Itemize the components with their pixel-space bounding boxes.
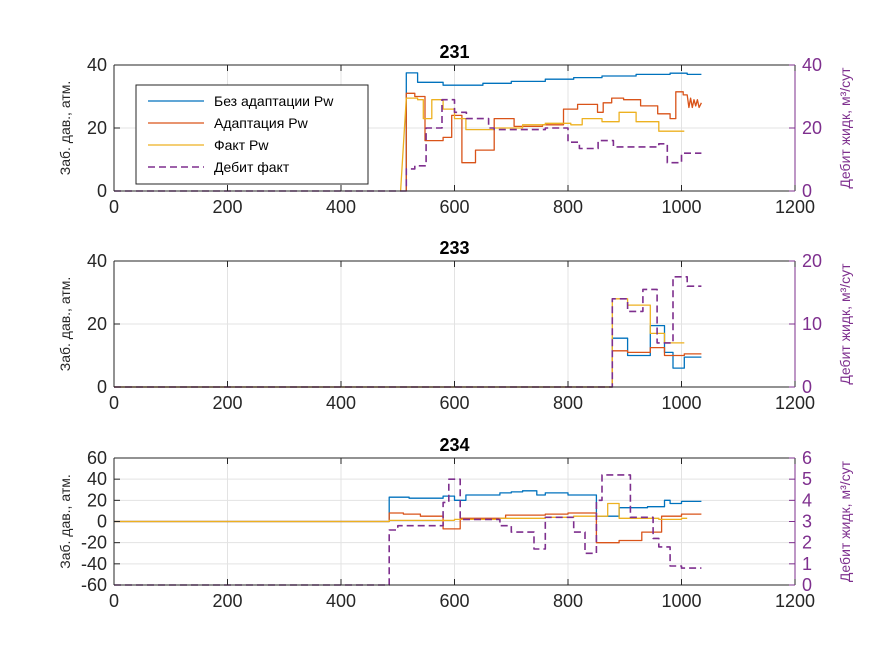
x-tick-label: 200: [212, 197, 242, 217]
y-axis-label-right: Дебит жидк, м³/сут: [837, 460, 853, 582]
x-tick-label: 0: [109, 393, 119, 413]
y-tick-label-right: 4: [802, 490, 812, 510]
y-tick-label-right: 2: [802, 533, 812, 553]
y-tick-label-right: 1: [802, 554, 812, 574]
y-axis-label-right: Дебит жидк, м³/сут: [837, 263, 853, 385]
y-tick-label-left: 60: [87, 448, 107, 468]
y-tick-label-left: 0: [97, 512, 107, 532]
x-tick-label: 600: [439, 197, 469, 217]
legend-label: Адаптация Pw: [214, 115, 309, 131]
y-axis-label-left: Заб. дав., атм.: [57, 277, 73, 372]
x-tick-label: 1000: [661, 591, 701, 611]
x-tick-label: 200: [212, 591, 242, 611]
legend-label: Факт Pw: [214, 137, 269, 153]
y-tick-label-left: 40: [87, 55, 107, 75]
chart-panel-234: 0 200 400 600 800 1000 1200-60-40-200204060012…: [57, 435, 853, 611]
y-axis-label-right: Дебит жидк, м³/сут: [837, 67, 853, 189]
y-axis-label-left: Заб. дав., атм.: [57, 81, 73, 176]
x-tick-label: 1200: [775, 393, 815, 413]
x-tick-label: 400: [326, 393, 356, 413]
y-tick-label-right: 0: [802, 575, 812, 595]
series-line-0: [114, 490, 702, 523]
x-tick-label: 800: [553, 197, 583, 217]
y-tick-label-right: 0: [802, 181, 812, 201]
y-tick-label-right: 6: [802, 448, 812, 468]
y-tick-label-left: 40: [87, 251, 107, 271]
chart-title: 231: [439, 42, 469, 62]
y-tick-label-left: -40: [81, 554, 107, 574]
x-tick-label: 400: [326, 197, 356, 217]
y-tick-label-right: 40: [802, 55, 822, 75]
y-tick-label-left: 20: [87, 314, 107, 334]
series-line-0: [114, 324, 702, 388]
x-tick-label: 1000: [661, 393, 701, 413]
series-line-3: [114, 98, 702, 192]
x-tick-label: 1200: [775, 197, 815, 217]
x-tick-label: 0: [109, 591, 119, 611]
x-tick-label: 800: [553, 591, 583, 611]
y-axis-label-left: Заб. дав., атм.: [57, 474, 73, 569]
chart-title: 234: [439, 435, 469, 455]
y-tick-label-left: 40: [87, 469, 107, 489]
x-tick-label: 0: [109, 197, 119, 217]
x-tick-label: 200: [212, 393, 242, 413]
x-tick-label: 800: [553, 393, 583, 413]
legend: Без адаптации Pw Адаптация Pw Факт Pw Дебит…: [135, 84, 369, 185]
x-tick-label: 600: [439, 591, 469, 611]
legend-label: Без адаптации Pw: [214, 93, 334, 109]
series-line-2: [399, 97, 685, 192]
y-tick-label-right: 20: [802, 251, 822, 271]
y-tick-label-left: 0: [97, 181, 107, 201]
series-line-1: [405, 91, 702, 191]
series-line-3: [114, 474, 702, 586]
y-tick-label-left: 20: [87, 118, 107, 138]
series-line-1: [114, 512, 702, 544]
y-tick-label-right: 5: [802, 469, 812, 489]
y-tick-label-left: -60: [81, 575, 107, 595]
x-tick-label: 1000: [661, 197, 701, 217]
y-tick-label-right: 10: [802, 314, 822, 334]
y-tick-label-right: 3: [802, 512, 812, 532]
y-tick-label-left: 0: [97, 377, 107, 397]
x-tick-label: 400: [326, 591, 356, 611]
series-line-0: [405, 72, 702, 191]
legend-label: Дебит факт: [214, 159, 290, 175]
x-tick-label: 1200: [775, 591, 815, 611]
y-tick-label-right: 20: [802, 118, 822, 138]
x-tick-label: 600: [439, 393, 469, 413]
series-line-3: [114, 276, 702, 388]
y-tick-label-left: -20: [81, 533, 107, 553]
chart-title: 233: [439, 238, 469, 258]
y-tick-label-left: 20: [87, 490, 107, 510]
y-tick-label-right: 0: [802, 377, 812, 397]
